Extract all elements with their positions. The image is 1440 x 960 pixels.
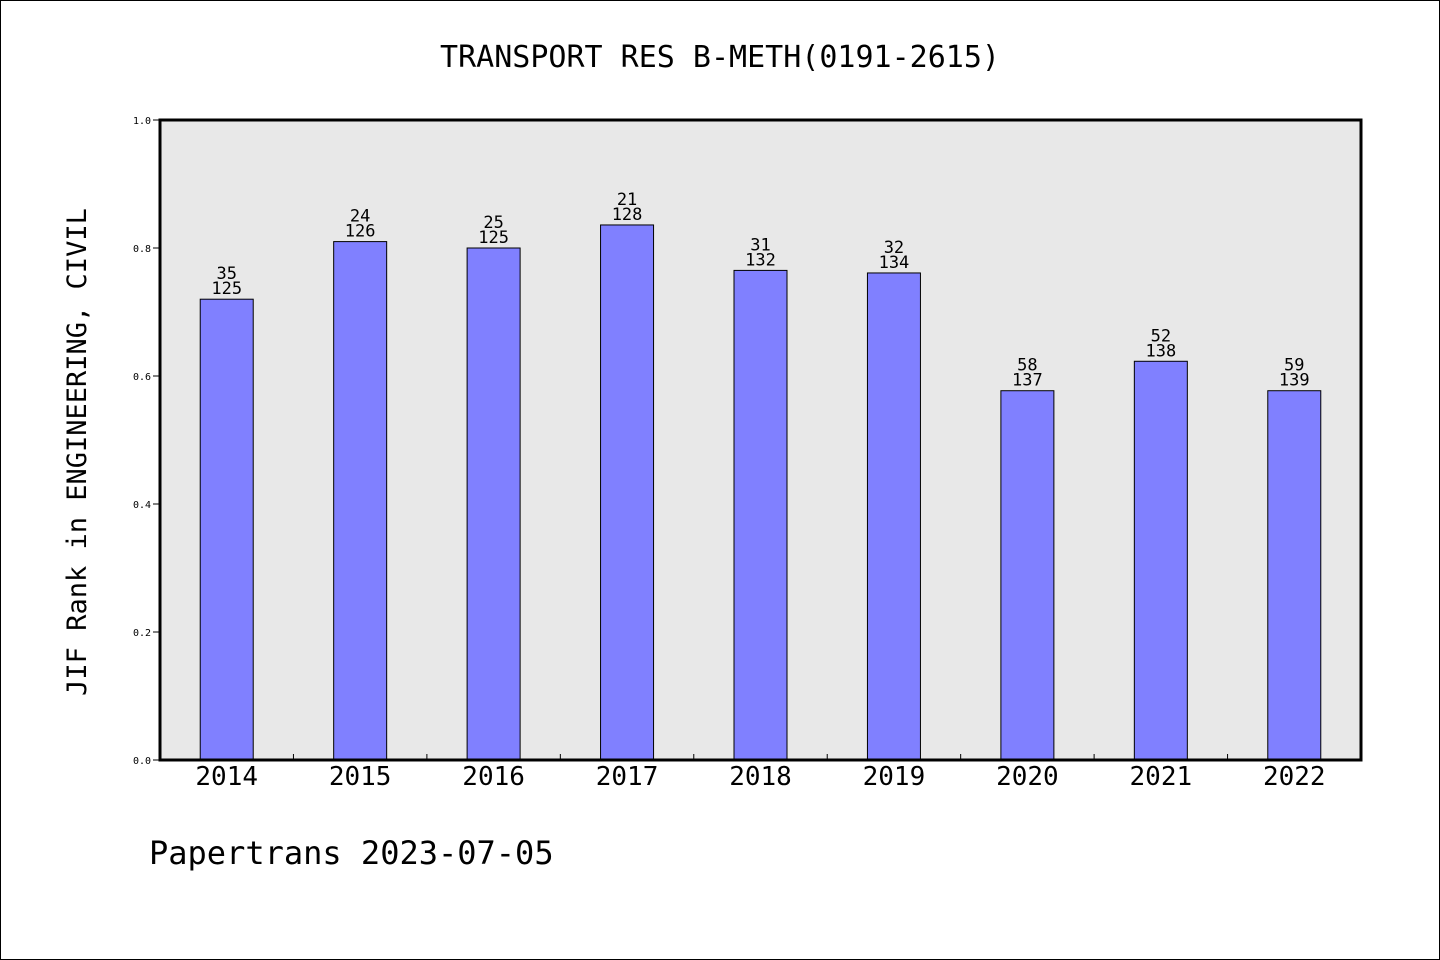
- y-tick-label: 0.0: [133, 756, 151, 767]
- bar-2020: [1000, 390, 1055, 761]
- rank-label-2021: 52: [1151, 326, 1171, 346]
- bar-2018: [733, 269, 788, 761]
- x-tick-label-2018: 2018: [729, 762, 792, 792]
- total-label-2021: 138: [1145, 341, 1176, 361]
- x-tick-label-2015: 2015: [329, 762, 392, 792]
- bar-2015: [333, 241, 388, 761]
- rank-label-2015: 24: [350, 207, 370, 227]
- bar-2019: [866, 272, 921, 761]
- bars-group: [199, 224, 1322, 761]
- rank-label-2018: 31: [750, 235, 770, 255]
- plot-border: [158, 118, 1363, 762]
- total-label-2019: 134: [879, 253, 910, 273]
- chart-title: TRANSPORT RES B-METH(0191-2615): [440, 40, 1000, 75]
- total-label-2015: 126: [345, 222, 376, 242]
- y-axis-label: JIF Rank in ENGINEERING, CIVIL: [62, 208, 93, 696]
- x-tick-label-2021: 2021: [1130, 762, 1193, 792]
- y-tick-label: 1.0: [133, 116, 151, 127]
- total-label-2018: 132: [745, 250, 776, 270]
- x-tick-label-2019: 2019: [863, 762, 926, 792]
- rank-label-2017: 21: [617, 190, 637, 210]
- rank-label-2020: 58: [1017, 356, 1037, 376]
- x-tick-label-2022: 2022: [1263, 762, 1326, 792]
- bar-2014: [199, 298, 254, 761]
- y-tick-label: 0.4: [133, 500, 151, 511]
- bar-2022: [1267, 390, 1322, 761]
- x-axis-ticks: 2014 2015 2016 2017 2018 2019 2020 2021 2022: [195, 754, 1326, 792]
- footer-credit: Papertrans 2023-07-05: [149, 834, 554, 872]
- rank-label-2019: 32: [884, 238, 904, 258]
- y-tick-label: 0.6: [133, 372, 151, 383]
- x-tick-label-2014: 2014: [195, 762, 258, 792]
- x-tick-label-2020: 2020: [996, 762, 1059, 792]
- bar-2017: [600, 224, 655, 761]
- y-tick-label: 0.8: [133, 244, 151, 255]
- total-label-2022: 139: [1279, 371, 1310, 391]
- y-tick-label: 0.2: [133, 628, 151, 639]
- total-label-2014: 125: [211, 279, 242, 299]
- rank-label-2022: 59: [1284, 356, 1304, 376]
- total-label-2016: 125: [478, 228, 509, 248]
- bar-2021: [1133, 360, 1188, 761]
- y-axis-ticks: 0.0 0.2 0.4 0.6 0.8 1.0: [133, 116, 160, 767]
- total-label-2020: 137: [1012, 371, 1043, 391]
- x-tick-label-2016: 2016: [462, 762, 525, 792]
- rank-label-2014: 35: [216, 264, 236, 284]
- total-label-2017: 128: [612, 205, 643, 225]
- x-tick-label-2017: 2017: [596, 762, 659, 792]
- rank-label-2016: 25: [483, 213, 503, 233]
- bar-2016: [466, 247, 521, 761]
